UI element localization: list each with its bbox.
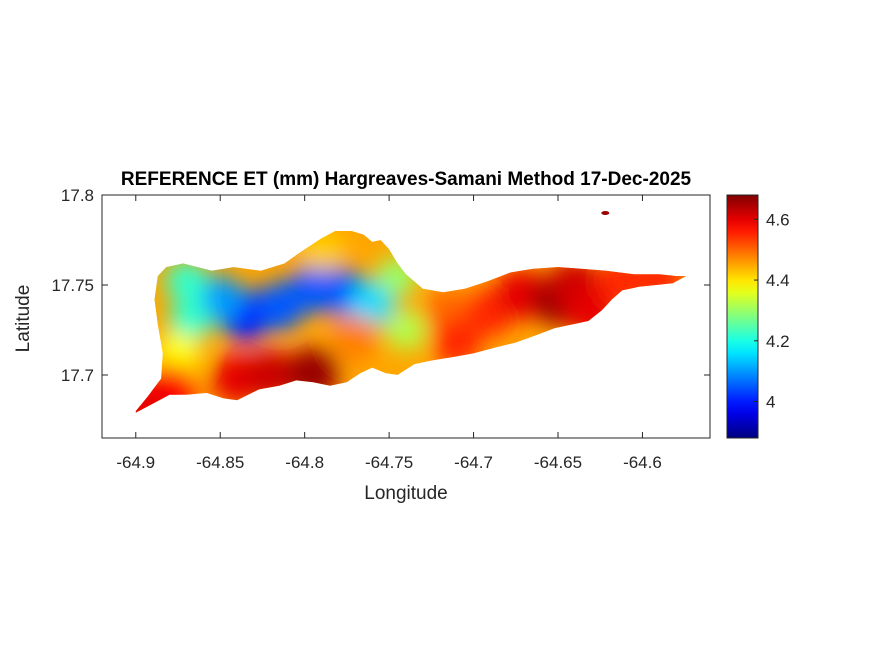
heatmap-cell xyxy=(168,299,212,343)
colorbar-tick-label: 4.4 xyxy=(766,271,790,290)
colorbar-ticks: 4 4.2 4.4 4.6 xyxy=(754,210,790,412)
y-axis-label: Latitude xyxy=(13,285,34,353)
x-axis-label: Longitude xyxy=(364,483,447,504)
heatmap-cell xyxy=(135,382,170,413)
colorbar-gradient xyxy=(726,194,759,439)
x-tick-label: -64.75 xyxy=(365,453,413,472)
colorbar-tick-label: 4 xyxy=(766,393,775,412)
y-ticks: 17.7 17.75 17.8 xyxy=(51,186,710,385)
x-tick-label: -64.85 xyxy=(196,453,244,472)
heatmap-cell xyxy=(349,280,395,326)
islet-cell xyxy=(601,211,610,215)
x-tick-label: -64.9 xyxy=(116,453,155,472)
heatmap-cell xyxy=(385,309,427,351)
y-tick-label: 17.8 xyxy=(61,186,94,205)
colorbar-tick-label: 4.2 xyxy=(766,332,790,351)
x-tick-label: -64.7 xyxy=(454,453,493,472)
chart-title: REFERENCE ET (mm) Hargreaves-Samani Meth… xyxy=(121,169,692,190)
x-tick-label: -64.65 xyxy=(534,453,582,472)
colorbar: 4 4.2 4.4 4.6 xyxy=(726,194,790,439)
heatmap-cell xyxy=(332,315,379,363)
y-tick-label: 17.7 xyxy=(61,366,94,385)
x-tick-label: -64.6 xyxy=(623,453,662,472)
x-tick-label: -64.8 xyxy=(285,453,324,472)
y-tick-label: 17.75 xyxy=(51,276,94,295)
colorbar-tick-label: 4.6 xyxy=(766,210,790,229)
heatmap-cell xyxy=(165,259,208,303)
heatmap-cell xyxy=(156,331,200,375)
plot-area: -64.9 -64.85 -64.8 -64.75 -64.7 -64.65 -64.6 1… xyxy=(51,186,711,472)
x-ticks: -64.9 -64.85 -64.8 -64.75 -64.7 -64.65 -64.6 xyxy=(116,195,662,472)
